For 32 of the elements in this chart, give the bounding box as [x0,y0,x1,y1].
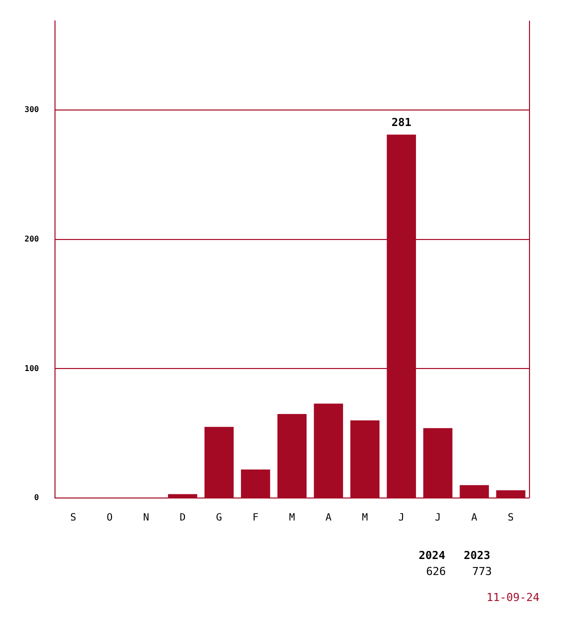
data-label: 281 [391,116,412,129]
bar [277,414,307,498]
x-tick-label: S [508,512,514,524]
x-tick-label: F [252,512,259,524]
x-tick-label: J [434,512,441,524]
x-tick-label: N [143,512,150,524]
bar [240,470,270,498]
x-tick-label: S [70,512,76,524]
x-tick-label: J [398,512,404,524]
y-tick-label: 200 [24,234,40,244]
text: 773 [472,565,492,578]
bar [423,428,452,498]
bar [496,490,526,498]
x-tick-label: D [180,512,186,524]
x-tick-label: G [216,512,222,524]
bar [350,420,380,498]
text: 626 [426,565,446,578]
bar [168,494,198,498]
x-tick-label: A [325,512,332,524]
y-tick-label: 0 [34,493,40,502]
y-tick-label: 100 [24,364,40,373]
bar [314,404,344,498]
text: 2023 [464,549,490,562]
bar [460,485,489,498]
x-tick-label: A [471,512,478,524]
bar [204,426,234,498]
x-tick-label: M [362,512,368,524]
y-tick-label: 300 [24,105,40,114]
text: 11-09-24 [486,591,540,604]
text: 2024 [418,549,446,562]
x-tick-label: O [106,512,113,524]
x-tick-label: M [288,512,296,524]
